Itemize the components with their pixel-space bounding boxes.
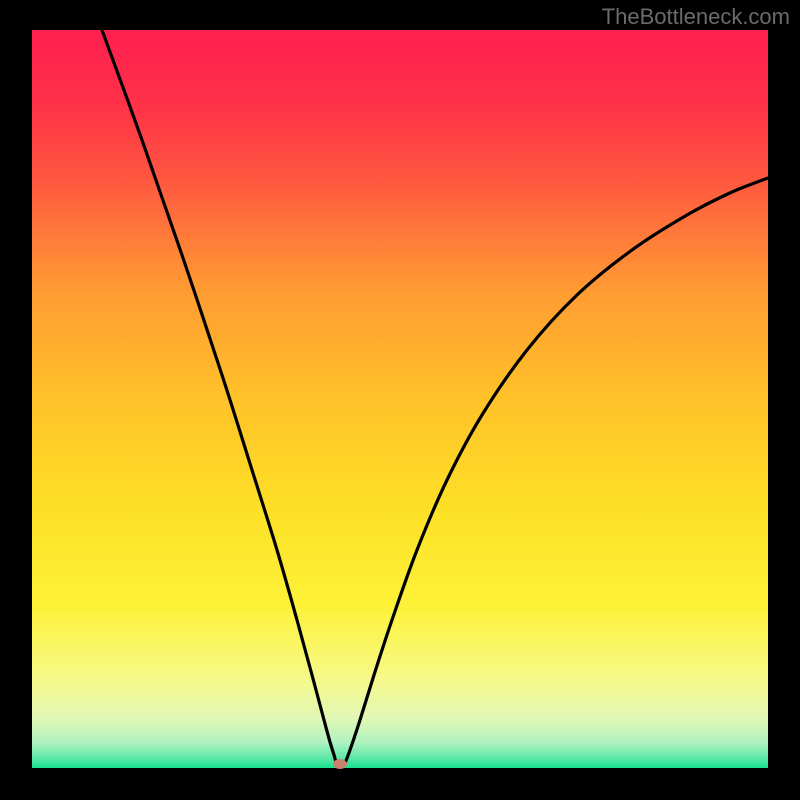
bottleneck-chart: TheBottleneck.com xyxy=(0,0,800,800)
watermark-text: TheBottleneck.com xyxy=(602,4,790,30)
optimum-marker xyxy=(333,759,347,769)
plot-canvas xyxy=(0,0,800,800)
